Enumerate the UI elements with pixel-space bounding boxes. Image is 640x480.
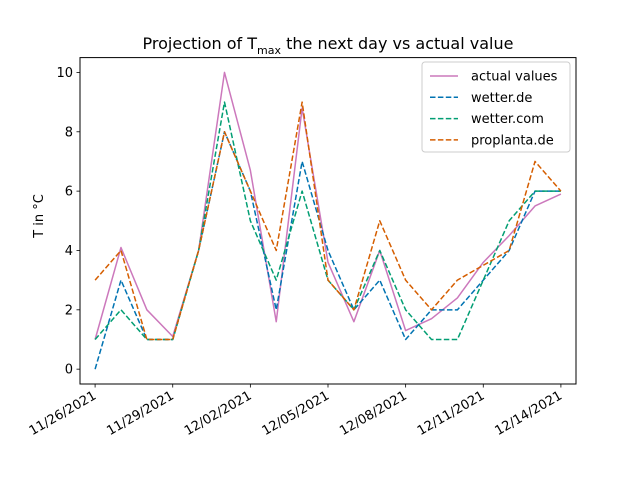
- y-axis-label: T in °C: [32, 194, 47, 239]
- x-tick-label: 11/29/2021: [104, 388, 176, 438]
- legend-box: [421, 61, 571, 153]
- x-tick-label: 12/11/2021: [415, 388, 487, 438]
- y-tick-label: 2: [65, 303, 73, 318]
- series-line-3: [94, 101, 562, 341]
- y-tick-label: 10: [56, 66, 73, 81]
- plot-series: [94, 71, 562, 370]
- legend-label: wetter.com: [471, 112, 544, 127]
- x-axis: 11/26/2021 11/29/2021 12/02/2021 12/05/2021…: [27, 384, 565, 439]
- legend-label: actual values: [471, 70, 558, 85]
- y-tick-label: 6: [65, 185, 73, 200]
- legend-label: proplanta.de: [471, 133, 554, 148]
- x-tick-label: 11/26/2021: [27, 388, 99, 438]
- x-tick-label: 12/05/2021: [260, 388, 332, 438]
- legend-label: wetter.de: [471, 91, 532, 106]
- y-tick-label: 8: [65, 125, 73, 140]
- series-line-1: [94, 131, 561, 370]
- x-tick-label: 12/02/2021: [182, 388, 254, 438]
- y-tick-label: 0: [65, 363, 73, 378]
- series-line-0: [94, 71, 562, 340]
- chart-title: Projection of Tmax the next day vs actua…: [143, 34, 514, 57]
- x-tick-label: 12/08/2021: [337, 388, 409, 438]
- legend: actual values wetter.de wetter.com proplant…: [421, 61, 571, 153]
- x-tick-label: 12/14/2021: [493, 388, 565, 438]
- y-axis: 0 2 4 6 8 10: [56, 66, 80, 378]
- y-tick-label: 4: [65, 244, 73, 259]
